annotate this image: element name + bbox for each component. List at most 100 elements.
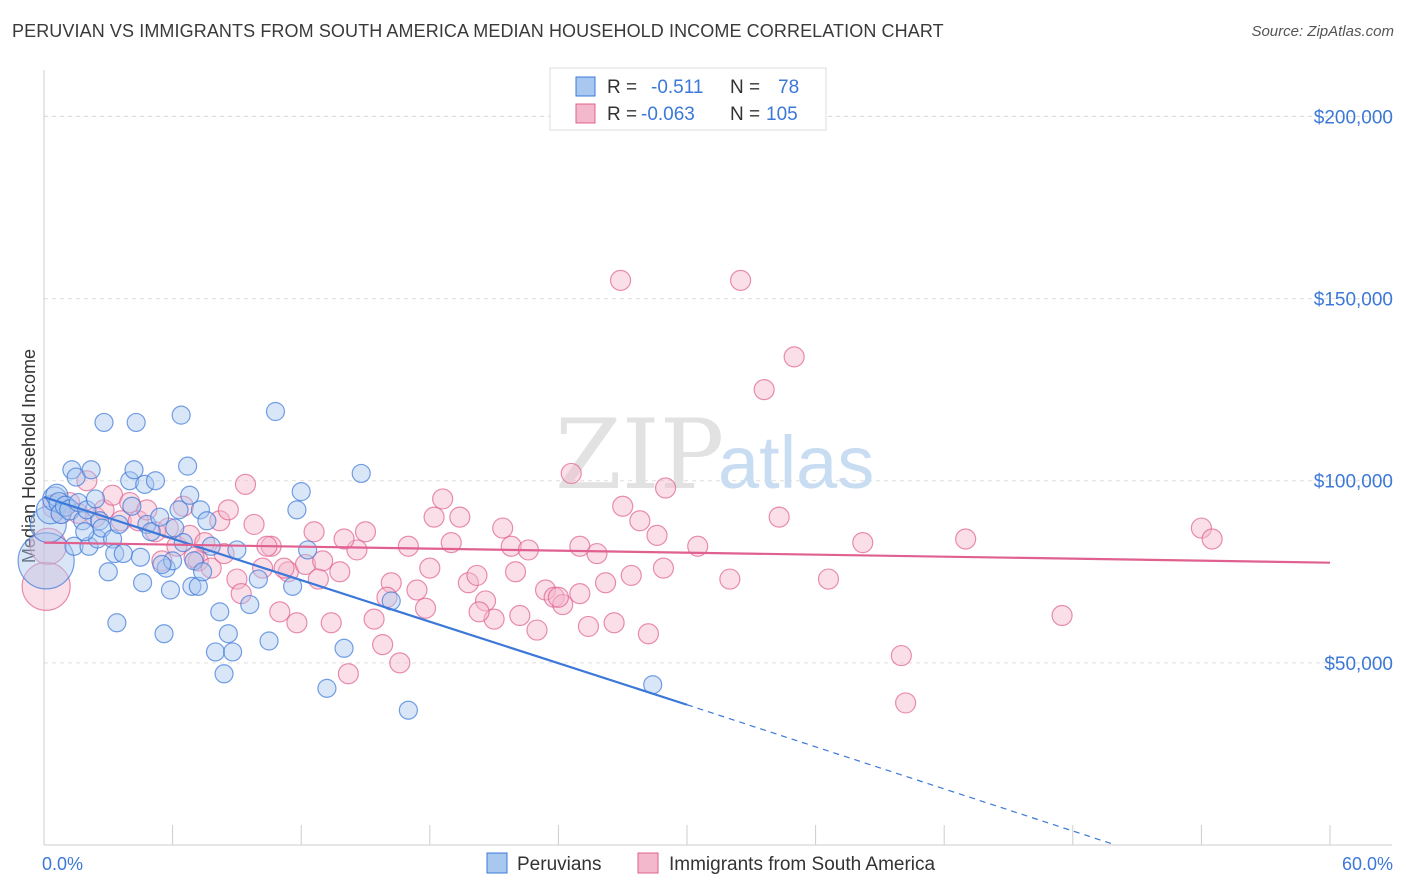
watermark: ZIP atlas <box>555 399 874 511</box>
peruvians-point <box>163 551 183 571</box>
immigrants-point <box>612 495 634 517</box>
immigrants-point <box>504 561 527 583</box>
x-tick-label: 0.0% <box>42 854 83 874</box>
immigrants-trend-line <box>43 541 1331 564</box>
immigrants-point <box>629 510 651 532</box>
peruvians-point <box>120 471 140 491</box>
peruvians-point <box>218 624 238 644</box>
y-tick-label: $50,000 <box>1324 654 1393 675</box>
immigrants-point <box>217 499 239 521</box>
peruvians-point <box>75 522 95 542</box>
immigrants-point <box>213 542 235 565</box>
immigrants-point <box>183 546 205 568</box>
peruvians-point <box>193 562 213 582</box>
immigrants-point <box>852 532 874 554</box>
peruvians-trend-line <box>43 496 688 706</box>
peruvians-point <box>291 482 311 502</box>
peruvians-point <box>178 456 198 476</box>
peruvians-point <box>126 412 146 433</box>
immigrants-point <box>609 269 632 291</box>
peruvians-point <box>132 573 153 593</box>
peruvians-point <box>154 624 174 644</box>
peruvians-point <box>81 460 101 480</box>
peruvians-point <box>223 642 243 662</box>
immigrants-point <box>363 608 385 630</box>
immigrants-point <box>1201 528 1223 550</box>
legend-label-peruvians: Peruvians <box>517 854 602 875</box>
immigrants-point <box>419 557 441 579</box>
legend-swatch-peruvians <box>486 852 508 874</box>
peruvians-point <box>107 613 127 633</box>
y-tick-label: $100,000 <box>1314 472 1393 493</box>
immigrants-point <box>654 477 677 499</box>
peruvians-point <box>351 463 371 484</box>
immigrants-point <box>234 473 257 495</box>
immigrants-point <box>547 586 570 608</box>
peruvians-point <box>45 483 69 507</box>
peruvians-point <box>188 576 208 596</box>
peruvians-point <box>160 580 181 600</box>
series-immigrants-points <box>21 269 1223 714</box>
immigrants-point <box>329 561 351 583</box>
immigrants-point <box>646 524 668 546</box>
stats-legend-box <box>549 67 827 131</box>
trend-lines <box>43 496 1331 846</box>
immigrants-point <box>890 644 912 667</box>
immigrants-point <box>423 506 445 528</box>
peruvians-point <box>317 678 337 698</box>
peruvians-point <box>64 536 84 556</box>
legend-n-value: 78 <box>778 77 799 98</box>
immigrants-point <box>406 579 428 601</box>
peruvians-point <box>182 576 202 596</box>
immigrants-point <box>320 612 342 634</box>
immigrants-point <box>432 488 454 510</box>
peruvians-trend-extension <box>686 704 1116 846</box>
immigrants-point <box>768 506 790 528</box>
watermark-zip: ZIP <box>555 399 724 511</box>
series-legend: Peruvians Immigrants from South America <box>486 852 936 875</box>
watermark-atlas: atlas <box>718 421 874 504</box>
peruvians-point <box>17 532 75 590</box>
immigrants-point <box>955 528 977 550</box>
peruvians-point <box>197 511 217 531</box>
immigrants-point <box>269 601 291 623</box>
peruvians-point <box>171 405 191 425</box>
peruvians-point <box>152 554 172 575</box>
peruvians-point <box>94 412 114 433</box>
immigrants-point <box>637 623 660 645</box>
legend-label-immigrants: Immigrants from South America <box>669 854 936 875</box>
y-tick-label: $150,000 <box>1314 290 1393 311</box>
peruvians-point <box>240 594 260 615</box>
immigrants-point <box>303 521 325 543</box>
peruvians-point <box>145 471 166 491</box>
immigrants-point <box>136 499 158 521</box>
peruvians-point <box>122 496 142 516</box>
immigrants-point <box>29 527 67 565</box>
immigrants-point <box>753 379 775 401</box>
immigrants-point <box>687 535 709 557</box>
peruvians-point <box>113 543 133 564</box>
immigrants-point <box>509 604 531 627</box>
peruvians-point <box>165 518 185 538</box>
immigrants-point <box>312 550 334 572</box>
immigrants-point <box>603 612 625 634</box>
immigrants-point <box>526 619 548 641</box>
peruvians-point <box>398 700 418 720</box>
peruvians-point <box>298 540 318 560</box>
immigrants-point <box>466 564 488 587</box>
immigrants-point <box>337 663 359 685</box>
immigrants-point <box>354 521 377 543</box>
legend-r-label: R = <box>607 104 637 125</box>
immigrants-point <box>817 568 840 590</box>
peruvians-point <box>150 507 170 527</box>
legend-r-value: -0.063 <box>641 104 695 125</box>
immigrants-point <box>500 535 522 557</box>
chart-title: PERUVIAN VS IMMIGRANTS FROM SOUTH AMERIC… <box>12 21 944 41</box>
immigrants-point <box>294 553 317 576</box>
immigrants-point <box>577 615 600 638</box>
peruvians-point <box>130 547 151 567</box>
immigrants-point <box>1190 517 1213 539</box>
peruvians-point <box>205 642 226 662</box>
x-tick-label: 60.0% <box>1342 854 1393 874</box>
peruvians-point <box>190 500 211 520</box>
